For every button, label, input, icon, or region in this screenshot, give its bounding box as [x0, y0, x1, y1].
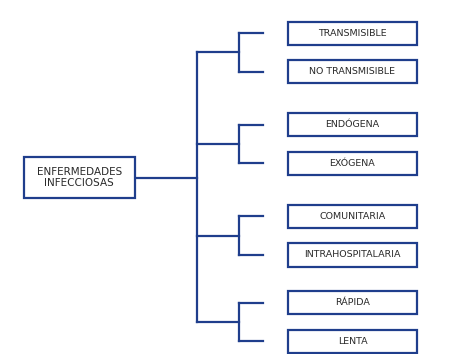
Text: EXÓGENA: EXÓGENA	[329, 159, 375, 168]
Text: TRANSMISIBLE: TRANSMISIBLE	[318, 29, 387, 38]
FancyBboxPatch shape	[288, 60, 417, 83]
Text: ENDÓGENA: ENDÓGENA	[325, 120, 380, 129]
FancyBboxPatch shape	[288, 244, 417, 267]
FancyBboxPatch shape	[288, 22, 417, 45]
Text: RÁPIDA: RÁPIDA	[335, 298, 370, 307]
FancyBboxPatch shape	[288, 330, 417, 353]
FancyBboxPatch shape	[288, 113, 417, 136]
Text: LENTA: LENTA	[337, 337, 367, 346]
FancyBboxPatch shape	[24, 157, 135, 198]
Text: ENFERMEDADES
INFECCIOSAS: ENFERMEDADES INFECCIOSAS	[36, 167, 122, 188]
Text: NO TRANSMISIBLE: NO TRANSMISIBLE	[310, 67, 395, 76]
FancyBboxPatch shape	[288, 205, 417, 228]
FancyBboxPatch shape	[288, 152, 417, 175]
Text: INTRAHOSPITALARIA: INTRAHOSPITALARIA	[304, 251, 401, 260]
FancyBboxPatch shape	[288, 291, 417, 314]
Text: COMUNITARIA: COMUNITARIA	[319, 212, 385, 221]
